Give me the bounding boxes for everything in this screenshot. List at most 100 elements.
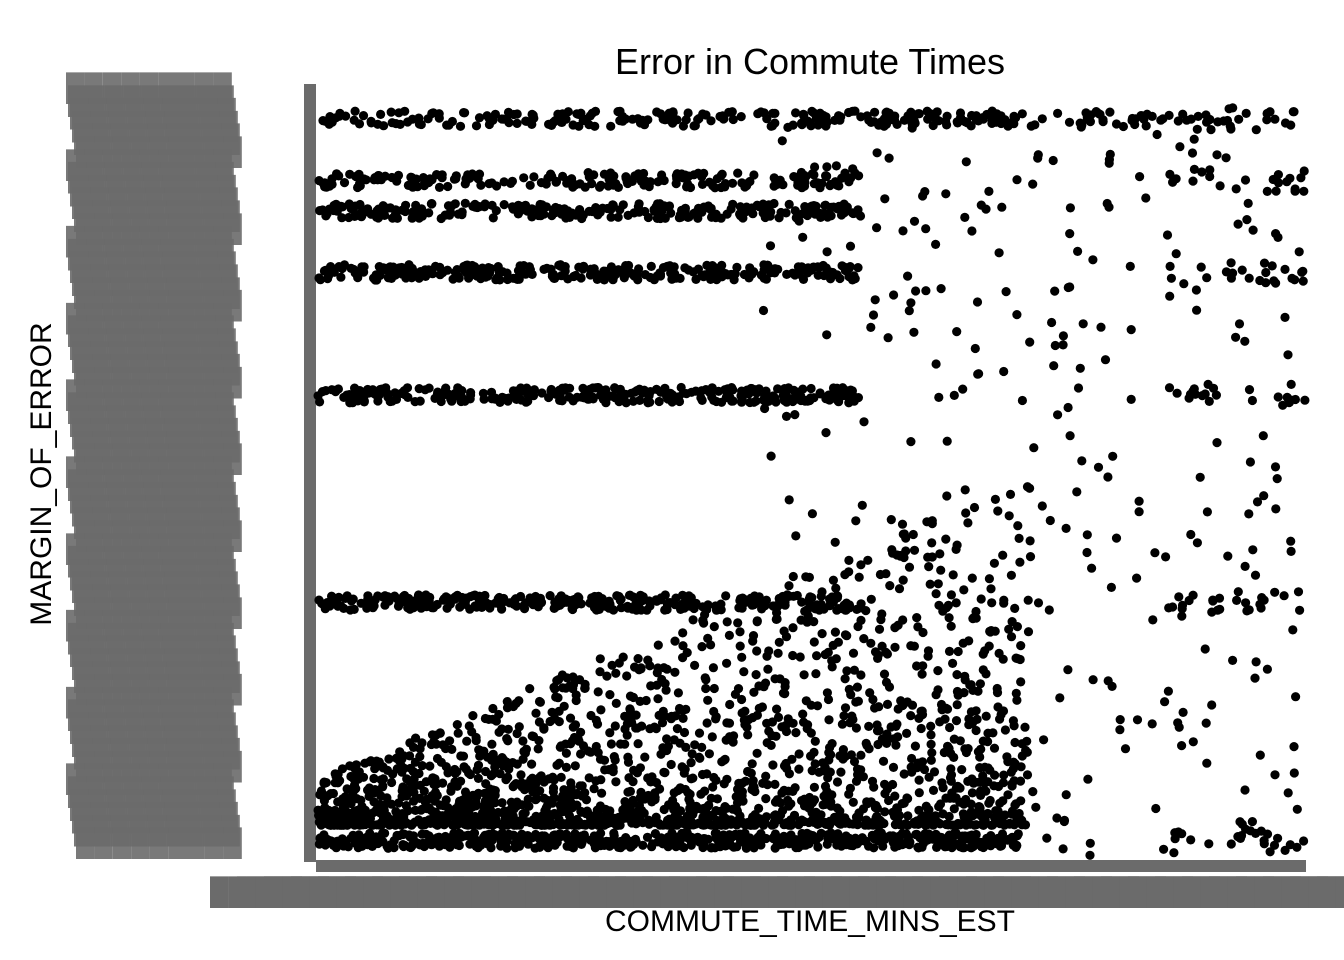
data-point [588,394,598,404]
data-point [534,736,544,746]
data-point [716,171,726,181]
data-point [846,750,857,760]
data-point [951,598,961,608]
data-point [1191,285,1201,295]
data-point [442,603,452,613]
data-point [918,661,928,671]
data-point [998,778,1009,788]
data-point [539,209,549,219]
data-point [670,667,680,677]
data-point [697,179,708,189]
data-point [414,211,424,221]
data-point [947,843,957,853]
data-point [521,116,531,126]
data-point [633,654,643,664]
data-point [672,820,682,830]
data-point [936,284,946,294]
data-point [842,263,852,273]
data-point [754,202,764,212]
data-point [616,594,626,604]
data-point [568,120,578,130]
data-point [640,752,650,762]
data-point [1255,750,1265,760]
data-point [1105,107,1115,117]
data-point [767,820,777,830]
data-point [1162,230,1173,240]
data-point [832,180,843,190]
data-point [1015,776,1026,786]
x-tick-labels: ████████████████████████████████████████… [210,876,1344,908]
data-point [752,748,762,758]
data-point [546,264,556,274]
x-tick-label: █████ [1074,876,1167,908]
data-point [591,605,602,615]
data-point [1134,507,1144,517]
data-point [1268,174,1278,185]
data-point [1025,552,1036,562]
data-point [471,736,481,746]
data-point [882,733,892,744]
data-point [928,820,938,830]
data-point [579,261,589,271]
data-point [453,728,463,738]
data-point [1033,598,1044,608]
data-point [591,776,601,786]
data-point [810,162,820,172]
data-point [684,794,694,805]
data-point [866,322,876,332]
data-point [864,841,874,851]
data-point [487,394,497,404]
data-point [660,679,670,689]
data-point [1008,716,1019,726]
data-point [420,385,430,395]
data-point [332,206,342,216]
data-point [604,174,614,184]
data-point [809,108,819,118]
data-point [1012,622,1023,632]
data-point [835,273,845,284]
data-point [659,175,669,186]
data-point [1195,472,1205,482]
data-point [895,831,906,841]
data-point [1058,844,1068,854]
data-point [606,212,616,222]
data-point [872,148,882,158]
data-point [835,806,845,816]
data-point [1286,536,1296,546]
data-point [827,662,837,672]
data-point [473,837,483,847]
data-point [383,273,393,283]
data-point [685,182,696,193]
data-point [678,628,688,638]
data-point [316,833,326,843]
data-point [874,624,885,634]
data-point [354,169,364,179]
data-point [632,723,642,733]
data-point [916,723,926,734]
data-point [460,198,470,208]
data-point [787,394,797,404]
data-point [859,417,869,427]
data-point [606,739,617,749]
data-point [623,752,633,762]
data-point [957,832,967,842]
data-point [1065,282,1075,292]
data-point [916,706,926,716]
data-point [562,820,573,830]
data-point [1134,496,1144,506]
data-point [1100,355,1111,365]
data-point [927,538,937,548]
data-point [663,815,673,825]
data-point [997,202,1007,212]
data-point [523,794,533,804]
data-point [337,213,347,223]
data-point [963,518,973,528]
data-point [848,164,858,174]
data-point [664,201,675,211]
data-point [775,798,786,808]
data-point [707,843,717,853]
data-point [350,820,360,830]
data-point [961,794,971,805]
data-point [579,832,589,842]
data-point [1248,225,1258,235]
